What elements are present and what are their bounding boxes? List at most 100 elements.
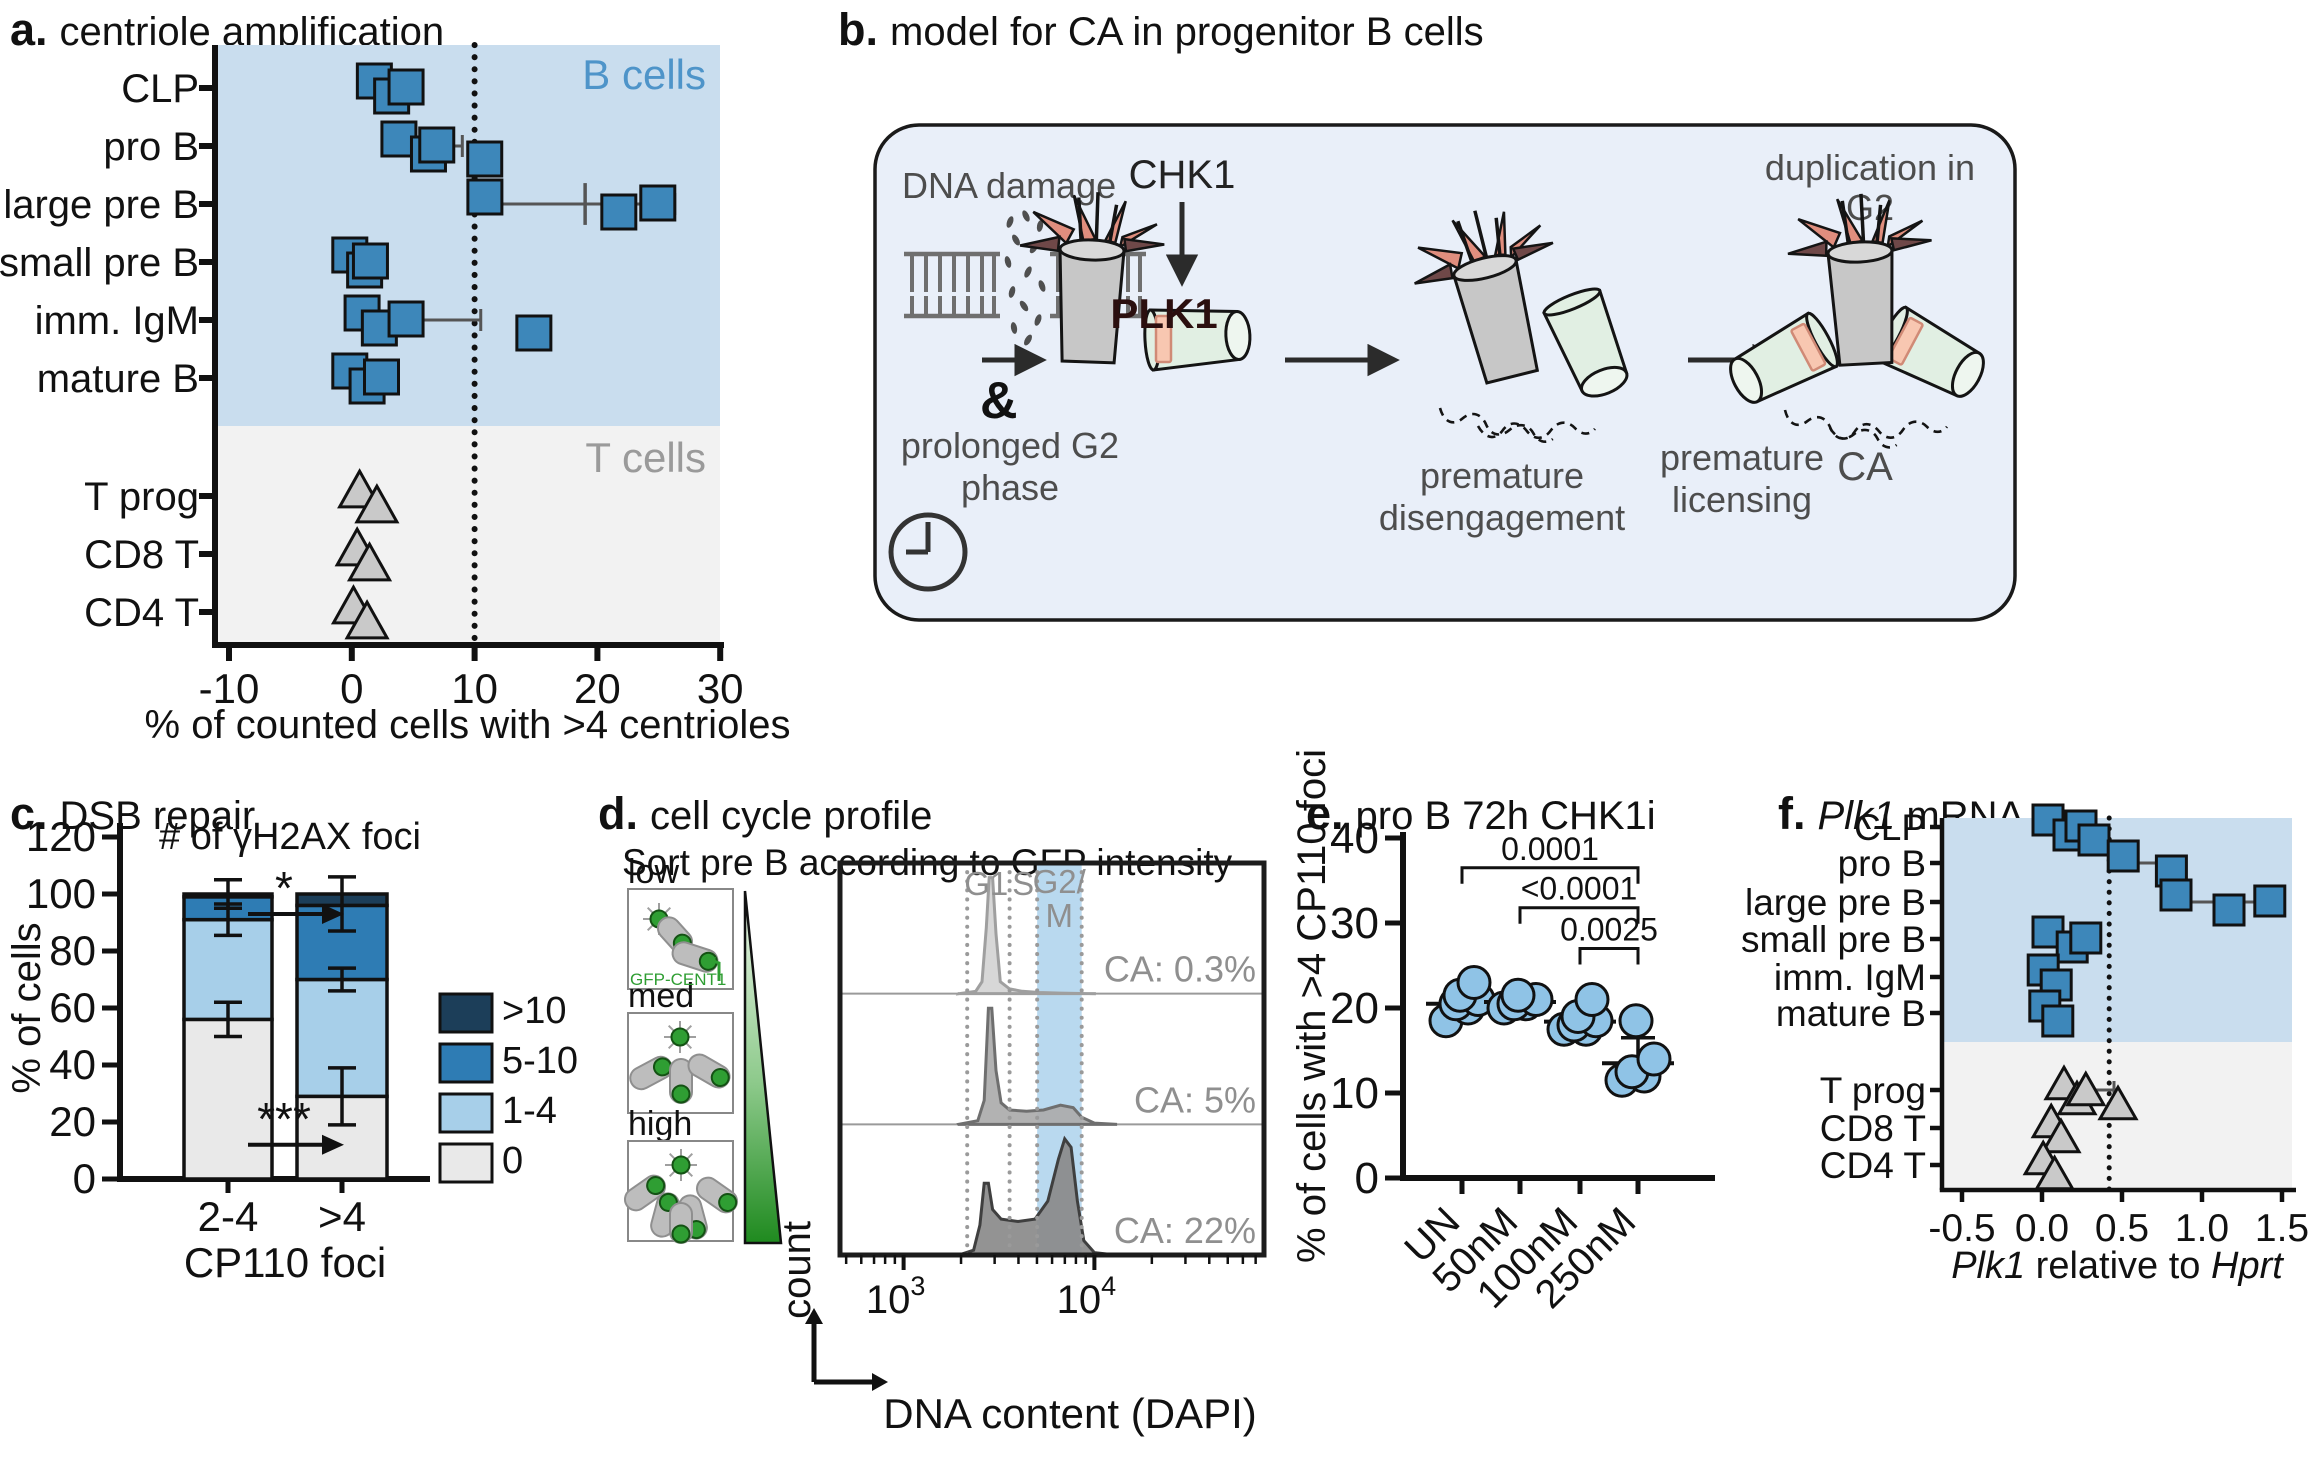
data-square xyxy=(363,358,400,396)
b-cells-region xyxy=(215,45,720,426)
x-axis-label: Plk1 relative to Hprt xyxy=(1951,1245,2284,1287)
y-tick-label: 20 xyxy=(1330,984,1379,1033)
panel-b-letter: b. xyxy=(838,4,878,55)
data-square xyxy=(600,193,638,231)
row-label: pro B xyxy=(103,125,199,169)
data-square xyxy=(2159,878,2193,912)
x-tick-label: 0.0 xyxy=(2015,1207,2069,1250)
row-label: small pre B xyxy=(1741,919,1926,960)
dna-arrowhead xyxy=(872,1373,888,1391)
panel-c-title: c. DSB repair xyxy=(10,788,255,840)
legend-swatch xyxy=(438,1142,494,1184)
gfp-cent1-label: GFP-CENT1 xyxy=(630,970,726,989)
y-axis-label: count xyxy=(775,1221,819,1319)
row-label: mature B xyxy=(37,357,199,401)
row-label: CD8 T xyxy=(1820,1108,1926,1149)
engaged-centriole-pair xyxy=(1014,187,1253,372)
panel-b-title-text: model for CA in progenitor B cells xyxy=(890,10,1484,54)
g1-label: G1 xyxy=(964,865,1008,902)
dna-break-icon xyxy=(904,210,1146,346)
x-tick-label: >4 xyxy=(318,1193,366,1240)
arrowhead xyxy=(322,903,344,924)
dna-damage-label: DNA damage xyxy=(902,165,1116,206)
significance-bracket xyxy=(1578,947,1640,965)
data-square xyxy=(387,300,425,338)
data-point xyxy=(1456,965,1492,1000)
row-label: CLP xyxy=(1854,807,1926,848)
t-cells-label: T cells xyxy=(585,434,706,481)
x-tick-label: 2-4 xyxy=(198,1193,259,1240)
centriole-capsule xyxy=(623,1174,667,1212)
row-label: CD8 T xyxy=(84,533,199,577)
gfp-sort-icons: low med high GFP-CENT1 xyxy=(623,853,783,1245)
t-cells-region xyxy=(215,426,720,645)
disengagement-line2: disengagement xyxy=(1379,497,1625,538)
significance-bracket xyxy=(1518,906,1640,924)
row-label: small pre B xyxy=(0,241,199,285)
data-triangle xyxy=(346,541,393,582)
histogram-low xyxy=(955,876,1096,996)
legend-swatch xyxy=(438,1092,494,1134)
data-square xyxy=(466,140,504,178)
panel-d-title-text: cell cycle profile xyxy=(650,794,933,838)
pcm-star-icon xyxy=(665,1149,697,1181)
licensing-line2: licensing xyxy=(1672,479,1812,520)
y-axis-label: % of cells xyxy=(5,922,49,1093)
and-symbol: & xyxy=(980,372,1018,430)
x-axis-label: % of counted cells with >4 centrioles xyxy=(145,703,791,747)
centriole-capsule xyxy=(669,1058,693,1104)
centriole-capsule xyxy=(695,1176,739,1214)
m-label: M xyxy=(1045,897,1073,934)
significance-label: 0.0001 xyxy=(1501,831,1599,867)
ca-percent-label: CA: 0.3% xyxy=(1104,949,1256,990)
data-square xyxy=(2253,884,2287,918)
panel-b-title: b. model for CA in progenitor B cells xyxy=(838,4,1484,56)
y-tick-label: 60 xyxy=(49,984,96,1031)
y-tick-label: 120 xyxy=(26,813,96,860)
row-label: CD4 T xyxy=(84,591,199,635)
data-triangle xyxy=(2097,1084,2139,1121)
panel-d-letter: d. xyxy=(598,788,638,839)
x-tick-label: 1.5 xyxy=(2255,1207,2309,1250)
b-cells-label: B cells xyxy=(582,51,706,98)
cell-cycle-chart: CA: 0.3% CA: 5% CA: 22% G1 SG2/M 103 104 count D… xyxy=(775,860,1267,1437)
x-tick-label: 0.5 xyxy=(2095,1207,2149,1250)
chk1i-scatter-chart: 0 10 20 30 40% of cells with >4 CP110 foci 0.… xyxy=(1290,749,1715,1317)
data-square xyxy=(2212,893,2246,927)
y-tick-label: 10 xyxy=(1330,1069,1379,1118)
disengagement-line1: premature xyxy=(1420,455,1584,496)
x-tick-label: 103 xyxy=(866,1271,926,1322)
sort-level-label: high xyxy=(628,1105,692,1143)
significance-bracket xyxy=(1460,866,1640,884)
arrowhead xyxy=(322,1134,344,1155)
panel-c-letter: c. xyxy=(10,788,48,839)
data-point xyxy=(1618,1003,1654,1039)
data-square xyxy=(466,178,504,216)
data-triangle xyxy=(2065,1070,2107,1107)
data-square xyxy=(2077,823,2111,857)
significance-label: 0.0025 xyxy=(1560,912,1658,948)
chk1-label: CHK1 xyxy=(1129,153,1236,197)
row-label: CD4 T xyxy=(1820,1145,1926,1186)
data-triangle xyxy=(2040,1117,2082,1154)
ca-percent-label: CA: 5% xyxy=(1134,1079,1256,1120)
panel-a-letter: a. xyxy=(10,4,48,55)
centriole-amplification-chart: B cells T cells CLP pro B large pre B small p… xyxy=(0,42,790,747)
ca-cluster xyxy=(1719,188,1995,451)
x-tick-label: 1.0 xyxy=(2175,1207,2229,1250)
y-tick-label: 0 xyxy=(73,1155,96,1202)
x-tick-label: 0 xyxy=(340,665,363,712)
y-tick-label: 100 xyxy=(26,870,96,917)
centriole-capsule xyxy=(629,1055,673,1091)
inner-title: # of γH2AX foci xyxy=(159,816,421,858)
x-tick-label: 10 xyxy=(451,665,498,712)
data-triangle xyxy=(354,483,400,524)
x-axis-label: CP110 foci xyxy=(184,1239,386,1286)
significance-label: <0.0001 xyxy=(1521,871,1638,907)
y-tick-label: 40 xyxy=(1330,814,1379,863)
x-tick-label: -0.5 xyxy=(1928,1207,1995,1250)
row-label: T prog xyxy=(1820,1070,1926,1111)
row-label: imm. IgM xyxy=(35,299,199,343)
gfp-arrowhead xyxy=(708,957,716,965)
